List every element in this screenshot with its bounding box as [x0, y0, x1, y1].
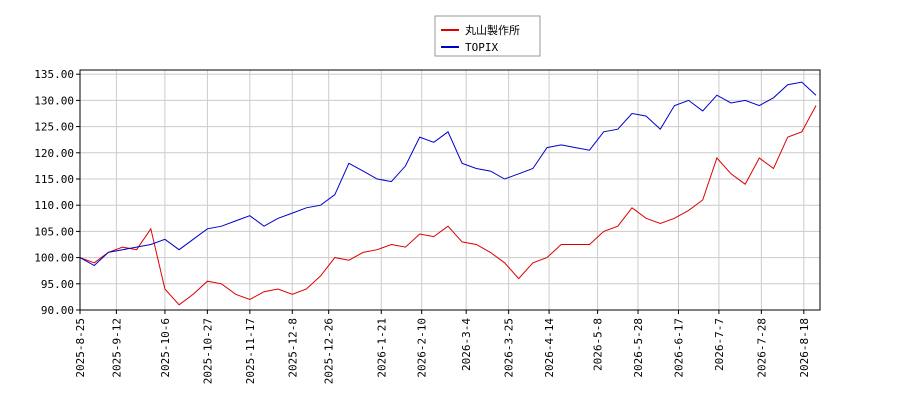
y-tick-label: 115.00	[34, 173, 74, 186]
x-tick-label: 2026-8-18	[798, 318, 811, 378]
y-tick-label: 120.00	[34, 147, 74, 160]
x-tick-label: 2026-7-7	[713, 318, 726, 371]
x-tick-label: 2025-9-12	[110, 318, 123, 378]
x-tick-label: 2025-10-27	[201, 318, 214, 384]
x-tick-label: 2025-8-25	[74, 318, 87, 378]
legend-label: TOPIX	[465, 41, 498, 54]
y-tick-label: 105.00	[34, 225, 74, 238]
y-tick-label: 110.00	[34, 199, 74, 212]
x-tick-label: 2025-11-17	[244, 318, 257, 384]
x-tick-label: 2026-2-10	[416, 318, 429, 378]
x-tick-label: 2026-3-25	[503, 318, 516, 378]
x-tick-label: 2026-6-17	[672, 318, 685, 378]
x-tick-label: 2025-10-6	[159, 318, 172, 378]
series-line	[79, 105, 817, 306]
x-tick-label: 2026-5-28	[632, 318, 645, 378]
y-tick-label: 130.00	[34, 94, 74, 107]
x-tick-label: 2026-5-8	[592, 318, 605, 371]
y-tick-label: 95.00	[41, 278, 74, 291]
y-tick-label: 100.00	[34, 252, 74, 265]
legend-box	[434, 15, 541, 57]
legend-label: 丸山製作所	[465, 23, 520, 37]
legend: 丸山製作所 TOPIX	[434, 15, 541, 57]
series-line	[79, 81, 817, 267]
y-tick-label: 125.00	[34, 121, 74, 134]
x-tick-label: 2026-1-21	[375, 318, 388, 378]
x-tick-label: 2026-7-28	[755, 318, 768, 378]
x-tick-label: 2026-4-14	[543, 318, 556, 378]
x-tick-label: 2026-3-4	[460, 318, 473, 371]
y-tick-label: 90.00	[41, 304, 74, 317]
x-tick-label: 2025-12-26	[323, 318, 336, 384]
y-tick-label: 135.00	[34, 68, 74, 81]
x-tick-label: 2025-12-8	[286, 318, 299, 378]
plot-frame	[79, 69, 821, 311]
